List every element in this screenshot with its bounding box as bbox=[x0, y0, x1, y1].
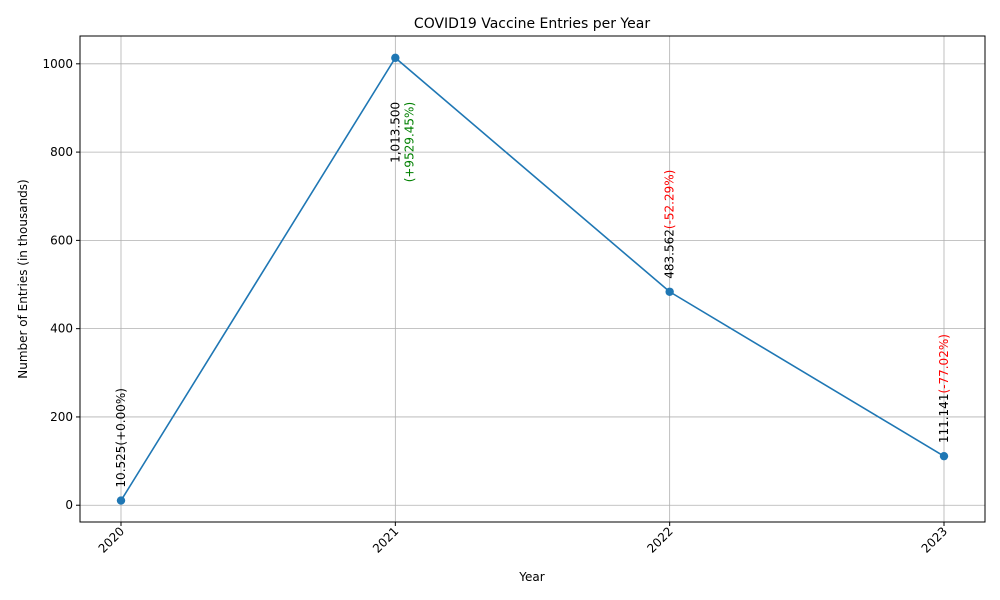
data-point bbox=[391, 53, 400, 63]
data-label: 483.562(-52.29%) bbox=[663, 170, 677, 279]
data-label-value: 111.141 bbox=[937, 394, 951, 444]
gridlines bbox=[80, 36, 985, 522]
y-tick-label: 800 bbox=[50, 145, 73, 159]
data-label-change: (-77.02%) bbox=[937, 334, 951, 393]
y-tick-label: 1000 bbox=[42, 57, 73, 71]
data-label: 1,013.500(+9529.45%) bbox=[388, 102, 416, 182]
data-label-group: 10.525(+0.00%) 1,013.500(+9529.45%) 483.56… bbox=[114, 102, 951, 488]
data-label-change: (+9529.45%) bbox=[402, 102, 416, 182]
series-line bbox=[120, 56, 945, 502]
y-tick-label: 200 bbox=[50, 410, 73, 424]
chart-title: COVID19 Vaccine Entries per Year bbox=[414, 16, 650, 32]
y-tick-label: 0 bbox=[65, 498, 73, 512]
data-label-value: 483.562 bbox=[663, 229, 677, 279]
data-label: 10.525(+0.00%) bbox=[114, 388, 128, 488]
x-tick-label: 2022 bbox=[644, 524, 675, 555]
data-label: 111.141(-77.02%) bbox=[937, 334, 951, 443]
data-label-change: (-52.29%) bbox=[663, 170, 677, 229]
x-axis: 2020 2021 2022 2023 bbox=[96, 522, 950, 556]
x-tick-label: 2023 bbox=[919, 524, 950, 555]
y-tick-label: 400 bbox=[50, 322, 73, 336]
x-tick-label: 2020 bbox=[96, 524, 127, 555]
x-axis-label: Year bbox=[518, 570, 544, 584]
data-label-change: (+0.00%) bbox=[114, 388, 128, 446]
data-label-value: 1,013.500 bbox=[388, 102, 402, 163]
y-axis: 0 200 400 600 800 1000 bbox=[42, 57, 80, 512]
plot-area-frame bbox=[79, 35, 986, 523]
y-tick-label: 600 bbox=[50, 233, 73, 247]
data-label-value: 10.525 bbox=[114, 446, 128, 488]
y-axis-label: Number of Entries (in thousands) bbox=[16, 179, 30, 378]
series-line-group bbox=[116, 53, 949, 505]
data-point bbox=[939, 451, 949, 461]
data-point bbox=[665, 287, 674, 296]
data-point bbox=[116, 496, 126, 505]
x-tick-label: 2021 bbox=[370, 524, 401, 555]
